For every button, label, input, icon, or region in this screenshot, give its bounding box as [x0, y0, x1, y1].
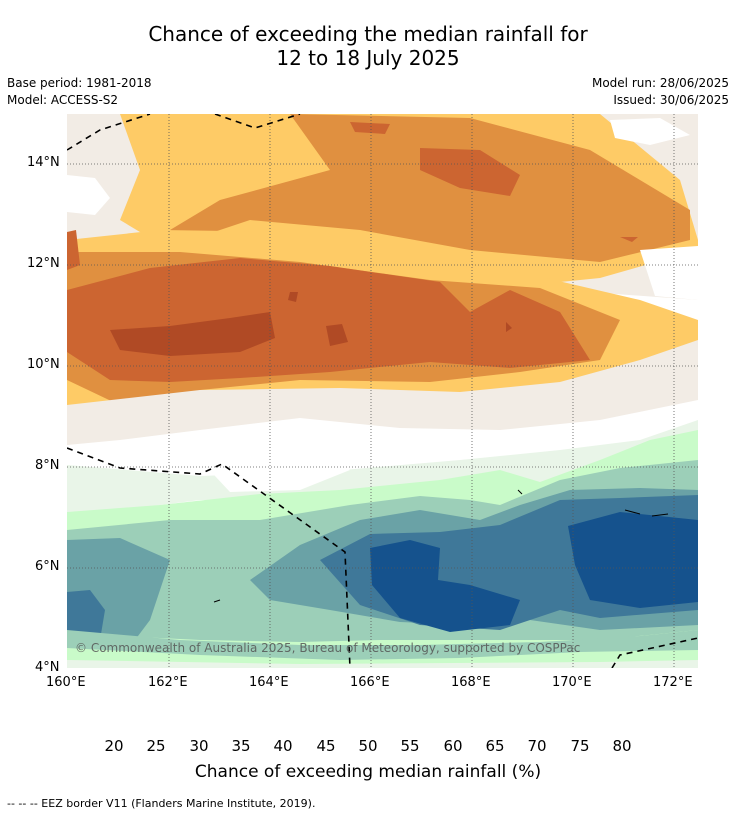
colorbar-tick-60: 60 [443, 737, 463, 755]
contour-fields [67, 114, 698, 668]
copyright-notice: © Commonwealth of Australia 2025, Bureau… [75, 641, 581, 655]
lat-label-14n: 14°N [27, 155, 60, 170]
title-line-2: 12 to 18 July 2025 [276, 46, 460, 70]
colorbar-tick-30: 30 [189, 737, 209, 755]
lon-label-168e: 168°E [451, 675, 491, 690]
eez-border-footnote: -- -- -- EEZ border V11 (Flanders Marine… [7, 797, 316, 810]
colorbar-tick-70: 70 [527, 737, 547, 755]
model-name: Model: ACCESS-S2 [7, 93, 119, 107]
colorbar-tick-55: 55 [400, 737, 420, 755]
lat-label-4n: 4°N [35, 660, 60, 675]
lon-label-164e: 164°E [249, 675, 289, 690]
colorbar-tick-50: 50 [358, 737, 378, 755]
colorbar-tick-45: 45 [316, 737, 336, 755]
lat-label-8n: 8°N [35, 458, 60, 473]
rainfall-map [67, 114, 698, 668]
lon-label-170e: 170°E [552, 675, 592, 690]
lon-label-172e: 172°E [653, 675, 693, 690]
lon-label-166e: 166°E [350, 675, 390, 690]
colorbar-tick-80: 80 [612, 737, 632, 755]
issued-date: Issued: 30/06/2025 [613, 93, 729, 107]
base-period: Base period: 1981-2018 [7, 76, 152, 90]
lat-label-10n: 10°N [27, 357, 60, 372]
lat-label-12n: 12°N [27, 256, 60, 271]
colorbar-tick-35: 35 [231, 737, 251, 755]
colorbar-tick-20: 20 [104, 737, 124, 755]
title-line-1: Chance of exceeding the median rainfall … [148, 22, 588, 46]
model-run: Model run: 28/06/2025 [591, 76, 729, 90]
graticule [67, 114, 698, 668]
colorbar-title: Chance of exceeding median rainfall (%) [194, 762, 542, 782]
colorbar-tick-65: 65 [485, 737, 505, 755]
colorbar-tick-25: 25 [146, 737, 166, 755]
colorbar-tick-75: 75 [570, 737, 590, 755]
colorbar-tick-40: 40 [273, 737, 293, 755]
lat-label-6n: 6°N [35, 559, 60, 574]
lon-label-160e: 160°E [46, 675, 86, 690]
island-markers [213, 489, 669, 603]
eez-border-lines [67, 114, 698, 668]
lon-label-162e: 162°E [148, 675, 188, 690]
